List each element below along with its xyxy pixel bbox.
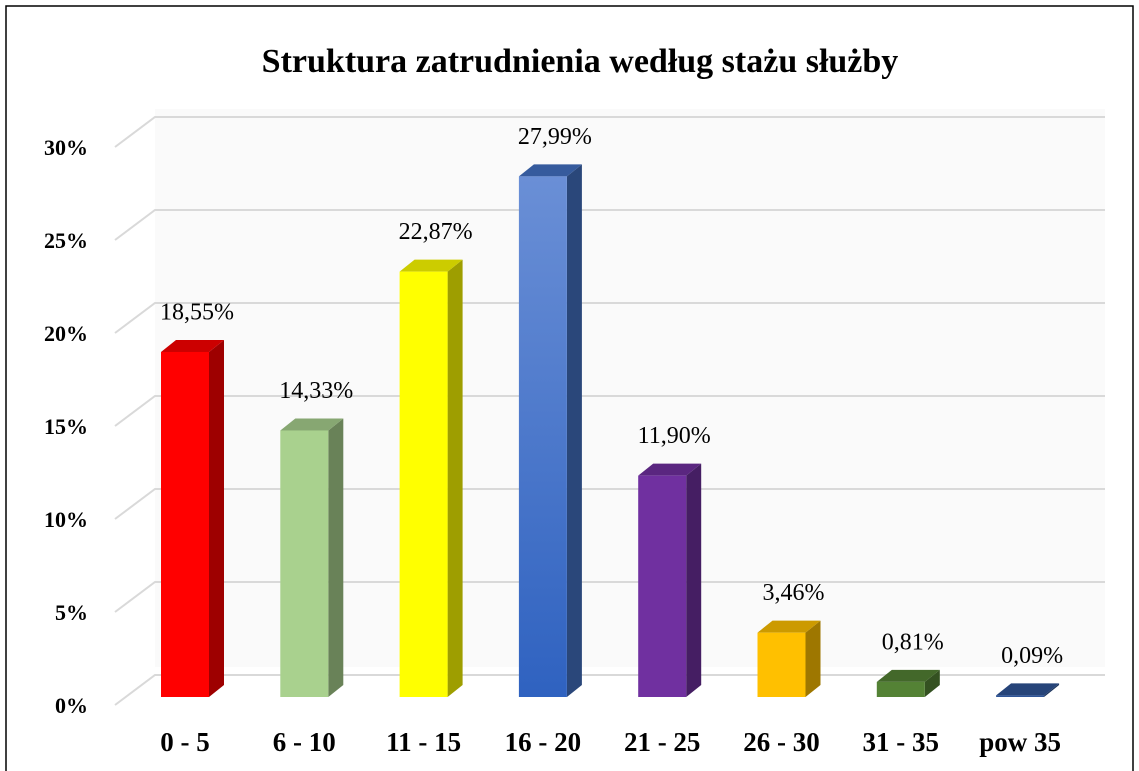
x-tick-label: 31 - 35 bbox=[863, 727, 940, 757]
bar-top bbox=[518, 164, 582, 177]
bar bbox=[161, 339, 224, 697]
x-tick-label: pow 35 bbox=[979, 727, 1061, 757]
bar bbox=[399, 259, 463, 697]
bar-top bbox=[161, 339, 224, 352]
y-tick-label: 10% bbox=[44, 507, 88, 532]
grid-line bbox=[114, 302, 1105, 334]
value-label: 27,99% bbox=[518, 124, 592, 150]
bar-front bbox=[161, 351, 209, 697]
bar-side bbox=[924, 669, 940, 697]
bar-top bbox=[280, 418, 344, 431]
value-label: 0,09% bbox=[1001, 643, 1063, 669]
bar-front bbox=[399, 271, 448, 697]
bar-front bbox=[996, 695, 1045, 697]
x-tick-label: 6 - 10 bbox=[273, 727, 336, 757]
bar-front bbox=[518, 176, 567, 698]
x-tick-label: 26 - 30 bbox=[743, 727, 820, 757]
y-tick-label: 25% bbox=[44, 228, 88, 253]
bar bbox=[638, 463, 702, 697]
bar bbox=[518, 164, 582, 698]
grid-line bbox=[114, 116, 1105, 148]
value-label: 0,81% bbox=[882, 629, 944, 655]
bar-top bbox=[757, 620, 821, 633]
bar-front bbox=[638, 475, 687, 697]
bar-side bbox=[805, 620, 821, 697]
x-tick-label: 16 - 20 bbox=[505, 727, 582, 757]
bar-side bbox=[1044, 683, 1060, 697]
grid-line bbox=[114, 488, 1105, 520]
bar bbox=[280, 418, 344, 697]
bar bbox=[996, 683, 1060, 697]
value-label: 22,87% bbox=[399, 219, 473, 245]
bar-front bbox=[757, 632, 806, 697]
bar bbox=[757, 620, 821, 697]
bar-front bbox=[876, 681, 925, 697]
value-label: 18,55% bbox=[160, 299, 234, 325]
bar-top bbox=[638, 463, 702, 476]
y-tick-label: 15% bbox=[44, 414, 88, 439]
bar-side bbox=[566, 164, 582, 698]
bar-top bbox=[876, 669, 940, 682]
bar-front bbox=[280, 430, 329, 697]
value-label: 11,90% bbox=[638, 423, 711, 449]
bar-top bbox=[399, 259, 463, 272]
grid-line bbox=[114, 581, 1105, 613]
x-tick-label: 11 - 15 bbox=[386, 727, 461, 757]
y-tick-label: 0% bbox=[55, 693, 88, 718]
value-label: 3,46% bbox=[763, 580, 825, 606]
bar-side bbox=[328, 418, 344, 697]
y-tick-label: 30% bbox=[44, 135, 88, 160]
bar-side bbox=[686, 463, 702, 697]
x-tick-label: 21 - 25 bbox=[624, 727, 701, 757]
bar-side bbox=[209, 339, 224, 697]
chart-title: Struktura zatrudnienia według stażu służ… bbox=[262, 43, 899, 80]
y-tick-label: 20% bbox=[44, 321, 88, 346]
y-tick-label: 5% bbox=[55, 600, 88, 625]
bar bbox=[876, 669, 940, 697]
bar-top bbox=[996, 683, 1060, 696]
x-tick-label: 0 - 5 bbox=[160, 727, 210, 757]
grid-line bbox=[114, 395, 1105, 427]
value-label: 14,33% bbox=[279, 378, 353, 404]
grid-line bbox=[114, 209, 1105, 241]
bar-side bbox=[447, 259, 463, 697]
